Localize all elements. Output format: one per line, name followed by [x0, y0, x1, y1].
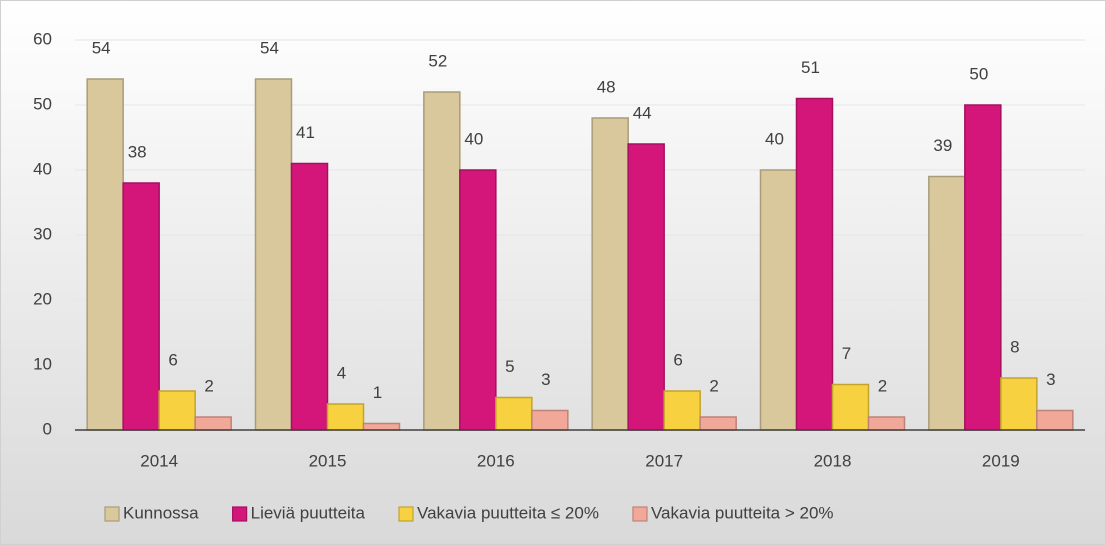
legend-label: Kunnossa: [123, 503, 199, 522]
data-label: 41: [296, 123, 315, 142]
bar: [591, 117, 629, 431]
data-label: 54: [92, 38, 111, 57]
data-label: 5: [505, 357, 514, 376]
bar: [194, 416, 232, 431]
bar: [423, 91, 461, 431]
bar: [759, 169, 798, 431]
legend-label: Lieviä puutteita: [251, 503, 366, 522]
bar: [158, 390, 196, 431]
bar: [86, 78, 124, 431]
bar: [663, 390, 701, 431]
data-label: 51: [801, 58, 820, 77]
data-label: 6: [673, 350, 682, 369]
data-label: 44: [633, 103, 652, 122]
bar: [459, 169, 497, 431]
data-label: 6: [168, 350, 177, 369]
legend-label: Vakavia puutteita > 20%: [651, 503, 834, 522]
bar: [531, 409, 569, 431]
bar: [964, 104, 1002, 431]
bar: [795, 97, 834, 431]
legend-swatch: [232, 506, 248, 522]
y-tick-label: 0: [43, 419, 52, 438]
data-label: 40: [765, 129, 784, 148]
bar: [326, 403, 365, 431]
legend-label: Vakavia puutteita ≤ 20%: [417, 503, 599, 522]
data-label: 2: [204, 376, 213, 395]
data-label: 2: [709, 376, 718, 395]
legend-swatch: [632, 506, 648, 522]
data-label: 7: [842, 344, 851, 363]
y-tick-label: 10: [33, 354, 52, 373]
x-tick-label: 2018: [814, 451, 852, 470]
data-label: 40: [464, 129, 483, 148]
legend-swatch: [104, 506, 120, 522]
legend-swatch: [398, 506, 414, 522]
x-tick-label: 2016: [477, 451, 515, 470]
bar: [1000, 377, 1038, 431]
bar: [867, 416, 906, 431]
bar: [831, 383, 870, 431]
bar: [290, 162, 329, 431]
y-tick-label: 40: [33, 159, 52, 178]
x-tick-label: 2015: [309, 451, 347, 470]
bar: [495, 396, 533, 431]
bar: [627, 143, 665, 431]
data-label: 54: [260, 38, 279, 57]
x-tick-label: 2017: [645, 451, 683, 470]
data-label: 48: [597, 77, 616, 96]
x-tick-label: 2019: [982, 451, 1020, 470]
data-label: 52: [428, 51, 447, 70]
data-label: 38: [128, 142, 147, 161]
bar: [1036, 409, 1074, 431]
y-tick-label: 30: [33, 224, 52, 243]
data-label: 8: [1010, 337, 1019, 356]
bar: [254, 78, 293, 431]
bar: [122, 182, 160, 431]
data-label: 3: [1046, 370, 1055, 389]
data-label: 3: [541, 370, 550, 389]
y-tick-label: 20: [33, 289, 52, 308]
x-tick-label: 2014: [140, 451, 178, 470]
data-label: 2: [878, 376, 887, 395]
data-label: 39: [933, 136, 952, 155]
y-tick-label: 50: [33, 94, 52, 113]
data-label: 1: [373, 383, 382, 402]
data-label: 50: [969, 64, 988, 83]
bar: [928, 175, 966, 431]
bar: [699, 416, 737, 431]
y-tick-label: 60: [33, 29, 52, 48]
data-label: 4: [337, 363, 346, 382]
bar: [362, 422, 401, 431]
